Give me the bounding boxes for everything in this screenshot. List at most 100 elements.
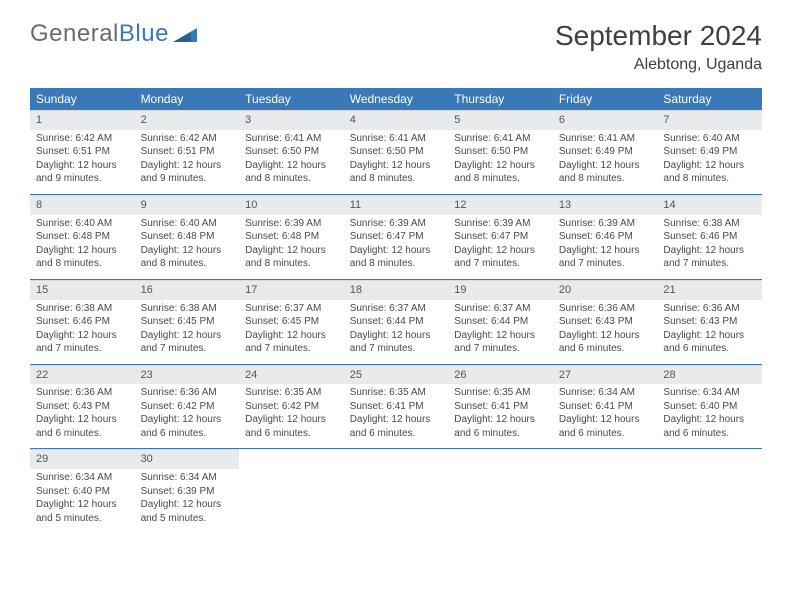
- day-details: Sunrise: 6:41 AMSunset: 6:50 PMDaylight:…: [448, 130, 553, 194]
- sunset-line: Sunset: 6:42 PM: [141, 400, 234, 414]
- calendar-day: 26Sunrise: 6:35 AMSunset: 6:41 PMDayligh…: [448, 365, 553, 449]
- calendar-day: 3Sunrise: 6:41 AMSunset: 6:50 PMDaylight…: [239, 110, 344, 194]
- daylight-line: Daylight: 12 hours and 8 minutes.: [350, 159, 443, 186]
- daylight-line: Daylight: 12 hours and 7 minutes.: [559, 244, 652, 271]
- daylight-line: Daylight: 12 hours and 6 minutes.: [559, 413, 652, 440]
- calendar-day: 22Sunrise: 6:36 AMSunset: 6:43 PMDayligh…: [30, 365, 135, 449]
- sunrise-line: Sunrise: 6:41 AM: [350, 132, 443, 146]
- page-title: September 2024: [555, 20, 762, 52]
- sunrise-line: Sunrise: 6:39 AM: [350, 217, 443, 231]
- sunset-line: Sunset: 6:46 PM: [36, 315, 129, 329]
- weekday-header-row: Sunday Monday Tuesday Wednesday Thursday…: [30, 88, 762, 110]
- calendar-day: ..: [344, 449, 449, 533]
- sunset-line: Sunset: 6:40 PM: [36, 485, 129, 499]
- sunrise-line: Sunrise: 6:36 AM: [36, 386, 129, 400]
- sunset-line: Sunset: 6:44 PM: [454, 315, 547, 329]
- calendar-day: ..: [553, 449, 658, 533]
- calendar-week: 15Sunrise: 6:38 AMSunset: 6:46 PMDayligh…: [30, 280, 762, 365]
- sunset-line: Sunset: 6:44 PM: [350, 315, 443, 329]
- sunrise-line: Sunrise: 6:42 AM: [36, 132, 129, 146]
- weekday-sunday: Sunday: [30, 88, 135, 110]
- day-details: Sunrise: 6:39 AMSunset: 6:48 PMDaylight:…: [239, 215, 344, 279]
- day-number: 21: [657, 280, 762, 300]
- sunrise-line: Sunrise: 6:36 AM: [663, 302, 756, 316]
- calendar-day: 7Sunrise: 6:40 AMSunset: 6:49 PMDaylight…: [657, 110, 762, 194]
- day-details: Sunrise: 6:41 AMSunset: 6:49 PMDaylight:…: [553, 130, 658, 194]
- sunrise-line: Sunrise: 6:39 AM: [454, 217, 547, 231]
- day-number: 24: [239, 365, 344, 385]
- sunrise-line: Sunrise: 6:37 AM: [245, 302, 338, 316]
- weekday-tuesday: Tuesday: [239, 88, 344, 110]
- daylight-line: Daylight: 12 hours and 6 minutes.: [245, 413, 338, 440]
- sunset-line: Sunset: 6:50 PM: [245, 145, 338, 159]
- sunset-line: Sunset: 6:45 PM: [245, 315, 338, 329]
- daylight-line: Daylight: 12 hours and 9 minutes.: [36, 159, 129, 186]
- day-details: Sunrise: 6:34 AMSunset: 6:39 PMDaylight:…: [135, 469, 240, 533]
- day-details: Sunrise: 6:37 AMSunset: 6:45 PMDaylight:…: [239, 300, 344, 364]
- calendar-week: 22Sunrise: 6:36 AMSunset: 6:43 PMDayligh…: [30, 365, 762, 450]
- calendar-day: 24Sunrise: 6:35 AMSunset: 6:42 PMDayligh…: [239, 365, 344, 449]
- day-details: Sunrise: 6:36 AMSunset: 6:43 PMDaylight:…: [30, 384, 135, 448]
- sunset-line: Sunset: 6:47 PM: [350, 230, 443, 244]
- daylight-line: Daylight: 12 hours and 6 minutes.: [663, 413, 756, 440]
- calendar-day: 18Sunrise: 6:37 AMSunset: 6:44 PMDayligh…: [344, 280, 449, 364]
- sunrise-line: Sunrise: 6:39 AM: [559, 217, 652, 231]
- day-number: 6: [553, 110, 658, 130]
- daylight-line: Daylight: 12 hours and 9 minutes.: [141, 159, 234, 186]
- day-details: Sunrise: 6:41 AMSunset: 6:50 PMDaylight:…: [344, 130, 449, 194]
- day-number: 4: [344, 110, 449, 130]
- day-details: Sunrise: 6:36 AMSunset: 6:42 PMDaylight:…: [135, 384, 240, 448]
- day-number: 7: [657, 110, 762, 130]
- sunset-line: Sunset: 6:42 PM: [245, 400, 338, 414]
- weekday-friday: Friday: [553, 88, 658, 110]
- sunset-line: Sunset: 6:49 PM: [663, 145, 756, 159]
- calendar-week: 29Sunrise: 6:34 AMSunset: 6:40 PMDayligh…: [30, 449, 762, 533]
- calendar-day: 10Sunrise: 6:39 AMSunset: 6:48 PMDayligh…: [239, 195, 344, 279]
- calendar-day: 6Sunrise: 6:41 AMSunset: 6:49 PMDaylight…: [553, 110, 658, 194]
- day-number: 27: [553, 365, 658, 385]
- daylight-line: Daylight: 12 hours and 8 minutes.: [245, 244, 338, 271]
- logo-text-blue: Blue: [119, 20, 169, 48]
- sunrise-line: Sunrise: 6:36 AM: [559, 302, 652, 316]
- calendar-day: 23Sunrise: 6:36 AMSunset: 6:42 PMDayligh…: [135, 365, 240, 449]
- calendar-day: 5Sunrise: 6:41 AMSunset: 6:50 PMDaylight…: [448, 110, 553, 194]
- day-number: 30: [135, 449, 240, 469]
- day-details: Sunrise: 6:36 AMSunset: 6:43 PMDaylight:…: [553, 300, 658, 364]
- day-number: 16: [135, 280, 240, 300]
- sunrise-line: Sunrise: 6:37 AM: [350, 302, 443, 316]
- daylight-line: Daylight: 12 hours and 5 minutes.: [141, 498, 234, 525]
- day-number: 3: [239, 110, 344, 130]
- daylight-line: Daylight: 12 hours and 8 minutes.: [36, 244, 129, 271]
- sunset-line: Sunset: 6:43 PM: [559, 315, 652, 329]
- calendar-day: 9Sunrise: 6:40 AMSunset: 6:48 PMDaylight…: [135, 195, 240, 279]
- sunset-line: Sunset: 6:41 PM: [454, 400, 547, 414]
- sunrise-line: Sunrise: 6:35 AM: [350, 386, 443, 400]
- day-details: Sunrise: 6:39 AMSunset: 6:47 PMDaylight:…: [448, 215, 553, 279]
- day-details: Sunrise: 6:38 AMSunset: 6:46 PMDaylight:…: [30, 300, 135, 364]
- calendar-page: General Blue September 2024 Alebtong, Ug…: [0, 0, 792, 553]
- day-details: Sunrise: 6:42 AMSunset: 6:51 PMDaylight:…: [135, 130, 240, 194]
- calendar-day: 29Sunrise: 6:34 AMSunset: 6:40 PMDayligh…: [30, 449, 135, 533]
- daylight-line: Daylight: 12 hours and 7 minutes.: [36, 329, 129, 356]
- day-details: Sunrise: 6:36 AMSunset: 6:43 PMDaylight:…: [657, 300, 762, 364]
- calendar-day: 30Sunrise: 6:34 AMSunset: 6:39 PMDayligh…: [135, 449, 240, 533]
- daylight-line: Daylight: 12 hours and 7 minutes.: [350, 329, 443, 356]
- sunrise-line: Sunrise: 6:41 AM: [559, 132, 652, 146]
- daylight-line: Daylight: 12 hours and 7 minutes.: [245, 329, 338, 356]
- calendar-day: 13Sunrise: 6:39 AMSunset: 6:46 PMDayligh…: [553, 195, 658, 279]
- sunset-line: Sunset: 6:48 PM: [36, 230, 129, 244]
- day-details: Sunrise: 6:39 AMSunset: 6:47 PMDaylight:…: [344, 215, 449, 279]
- calendar-day: 20Sunrise: 6:36 AMSunset: 6:43 PMDayligh…: [553, 280, 658, 364]
- daylight-line: Daylight: 12 hours and 6 minutes.: [141, 413, 234, 440]
- calendar-week: 8Sunrise: 6:40 AMSunset: 6:48 PMDaylight…: [30, 195, 762, 280]
- day-number: 22: [30, 365, 135, 385]
- sunrise-line: Sunrise: 6:41 AM: [454, 132, 547, 146]
- calendar-day: ..: [657, 449, 762, 533]
- daylight-line: Daylight: 12 hours and 6 minutes.: [350, 413, 443, 440]
- sunset-line: Sunset: 6:40 PM: [663, 400, 756, 414]
- calendar-day: 28Sunrise: 6:34 AMSunset: 6:40 PMDayligh…: [657, 365, 762, 449]
- weeks-container: 1Sunrise: 6:42 AMSunset: 6:51 PMDaylight…: [30, 110, 762, 533]
- daylight-line: Daylight: 12 hours and 7 minutes.: [454, 329, 547, 356]
- calendar-day: 1Sunrise: 6:42 AMSunset: 6:51 PMDaylight…: [30, 110, 135, 194]
- sunrise-line: Sunrise: 6:40 AM: [36, 217, 129, 231]
